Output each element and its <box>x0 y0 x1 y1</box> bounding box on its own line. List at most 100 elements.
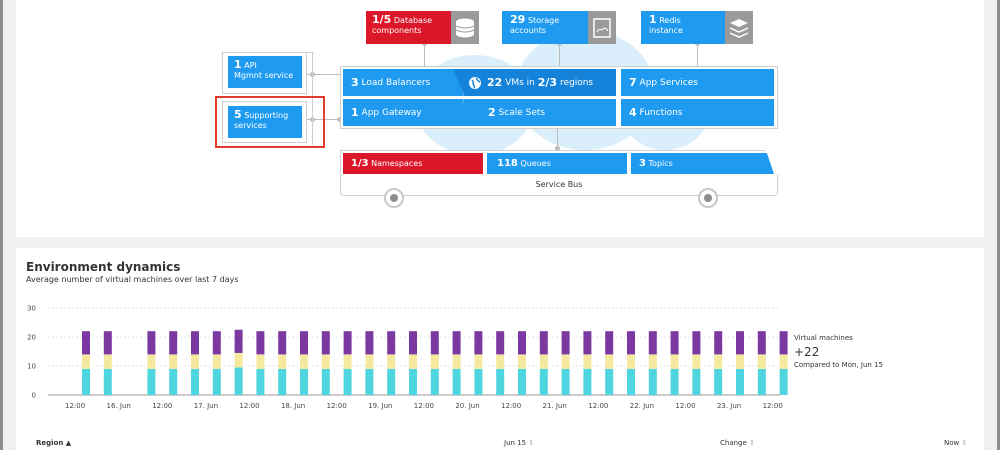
bar-segment <box>365 368 374 395</box>
bar-segment <box>518 354 526 369</box>
bar-segment <box>474 354 483 369</box>
bar-segment <box>191 354 199 369</box>
functions-box[interactable]: 4 Functions <box>621 99 774 126</box>
bar-segment <box>452 368 461 395</box>
bar-segment <box>343 331 352 355</box>
bar-segment <box>496 331 505 355</box>
bar-segment <box>474 368 483 395</box>
app-services-box[interactable]: 7 App Services <box>621 69 774 96</box>
bar-segment <box>169 354 178 369</box>
bar-segment <box>539 354 548 369</box>
col-now-header[interactable]: Now ⇕ <box>944 439 968 447</box>
bar-segment <box>234 329 243 353</box>
bar-segment <box>561 331 570 355</box>
bar-segment <box>779 354 788 369</box>
bar-segment <box>278 354 287 369</box>
bar-segment <box>430 331 439 355</box>
bar-segment <box>300 368 308 395</box>
topics-box[interactable]: 3 Topics <box>631 153 774 174</box>
x-tick-label: 16. Jun <box>107 402 131 410</box>
bar-segment <box>103 368 112 395</box>
bar-segment <box>430 354 439 369</box>
bar-segment <box>321 368 330 395</box>
x-tick-label: 17. Jun <box>194 402 218 410</box>
bar-segment <box>147 368 156 395</box>
bar-segment <box>300 354 308 369</box>
bar-segment <box>736 368 744 395</box>
bar-segment <box>714 354 723 369</box>
bar-segment <box>212 331 221 355</box>
storage-accounts-box[interactable]: 29 Storage accounts <box>502 11 588 44</box>
bar-segment <box>670 331 679 355</box>
bar-segment <box>583 368 592 395</box>
bar-segment <box>234 352 243 368</box>
bar-segment <box>82 354 90 369</box>
bar-segment <box>452 331 461 355</box>
bar-segment <box>736 354 744 369</box>
bus-wheel-right <box>698 188 718 208</box>
col-jun15-header[interactable]: Jun 15 ⇕ <box>504 439 535 447</box>
bar-segment <box>212 368 221 395</box>
database-components-box[interactable]: 1/5 Database components <box>366 11 451 44</box>
col-region-header[interactable]: Region ▲ <box>36 439 72 447</box>
dynamics-subtitle: Average number of virtual machines over … <box>26 275 239 284</box>
service-bus-label: Service Bus <box>535 180 583 189</box>
col-change-header[interactable]: Change ⇕ <box>720 439 755 447</box>
vm-stacked-bar-chart: 0 10 20 30 12:00 16. Jun 12:00 17. Jun 12:00 18. … <box>27 305 788 410</box>
bar-segment <box>452 354 461 369</box>
x-tick-label: 20. Jun <box>455 402 479 410</box>
globe-icon <box>469 76 481 89</box>
x-tick-label: 12:00 <box>152 402 172 410</box>
bar-segment <box>343 368 352 395</box>
bar-segment <box>779 368 788 395</box>
redis-instance-box[interactable]: 1 Redis instance <box>641 11 725 44</box>
bar-segment <box>648 368 657 395</box>
selection-highlight <box>215 96 325 148</box>
y-tick-label: 30 <box>27 305 36 313</box>
bar-segment <box>82 331 90 355</box>
bar-segment <box>779 331 788 355</box>
scale-sets-box[interactable]: 2 Scale Sets <box>453 99 616 126</box>
x-tick-label: 18. Jun <box>281 402 305 410</box>
bar-segment <box>714 331 723 355</box>
bar-segment <box>191 368 199 395</box>
bar-segment <box>714 368 723 395</box>
queues-box[interactable]: 118 Queues <box>487 153 627 174</box>
bar-segment <box>496 368 505 395</box>
bar-segment <box>256 331 265 355</box>
x-tick-label: 12:00 <box>327 402 347 410</box>
y-tick-label: 0 <box>32 392 36 400</box>
bar-segment <box>409 368 417 395</box>
y-tick-label: 10 <box>27 363 36 371</box>
bar-segment <box>387 331 396 355</box>
bar-segment <box>321 354 330 369</box>
bar-segment <box>757 331 766 355</box>
x-tick-label: 12:00 <box>501 402 521 410</box>
bus-wheel-left <box>384 188 404 208</box>
bar-segment <box>365 331 374 355</box>
bar-segment <box>409 331 417 355</box>
bar-segment <box>365 354 374 369</box>
vms-box[interactable]: 22 VMs in 2/3 regions <box>453 69 616 96</box>
bar-segment <box>561 354 570 369</box>
side-value: +22 <box>794 345 820 359</box>
bar-segment <box>757 368 766 395</box>
dynamics-title: Environment dynamics <box>26 260 181 274</box>
load-balancers-box[interactable]: 3 Load Balancers <box>343 69 464 96</box>
api-mgmnt-service-box[interactable]: 1 API Mgmnt service <box>228 56 302 88</box>
x-tick-label: 21. Jun <box>543 402 567 410</box>
x-tick-label: 19. Jun <box>368 402 392 410</box>
bar-segment <box>430 368 439 395</box>
bar-segment <box>300 331 308 355</box>
bar-segment <box>539 331 548 355</box>
bar-segment <box>387 368 396 395</box>
supporting-services-box[interactable]: 5 Supporting services <box>228 106 302 138</box>
bar-segment <box>692 331 701 355</box>
storage-icon <box>588 11 616 44</box>
namespaces-box[interactable]: 1/3 Namespaces <box>343 153 483 174</box>
x-tick-label: 12:00 <box>65 402 85 410</box>
app-gateway-box[interactable]: 1 App Gateway <box>343 99 464 126</box>
bar-segment <box>103 354 112 369</box>
bar-segment <box>627 331 635 355</box>
bar-segment <box>278 331 287 355</box>
